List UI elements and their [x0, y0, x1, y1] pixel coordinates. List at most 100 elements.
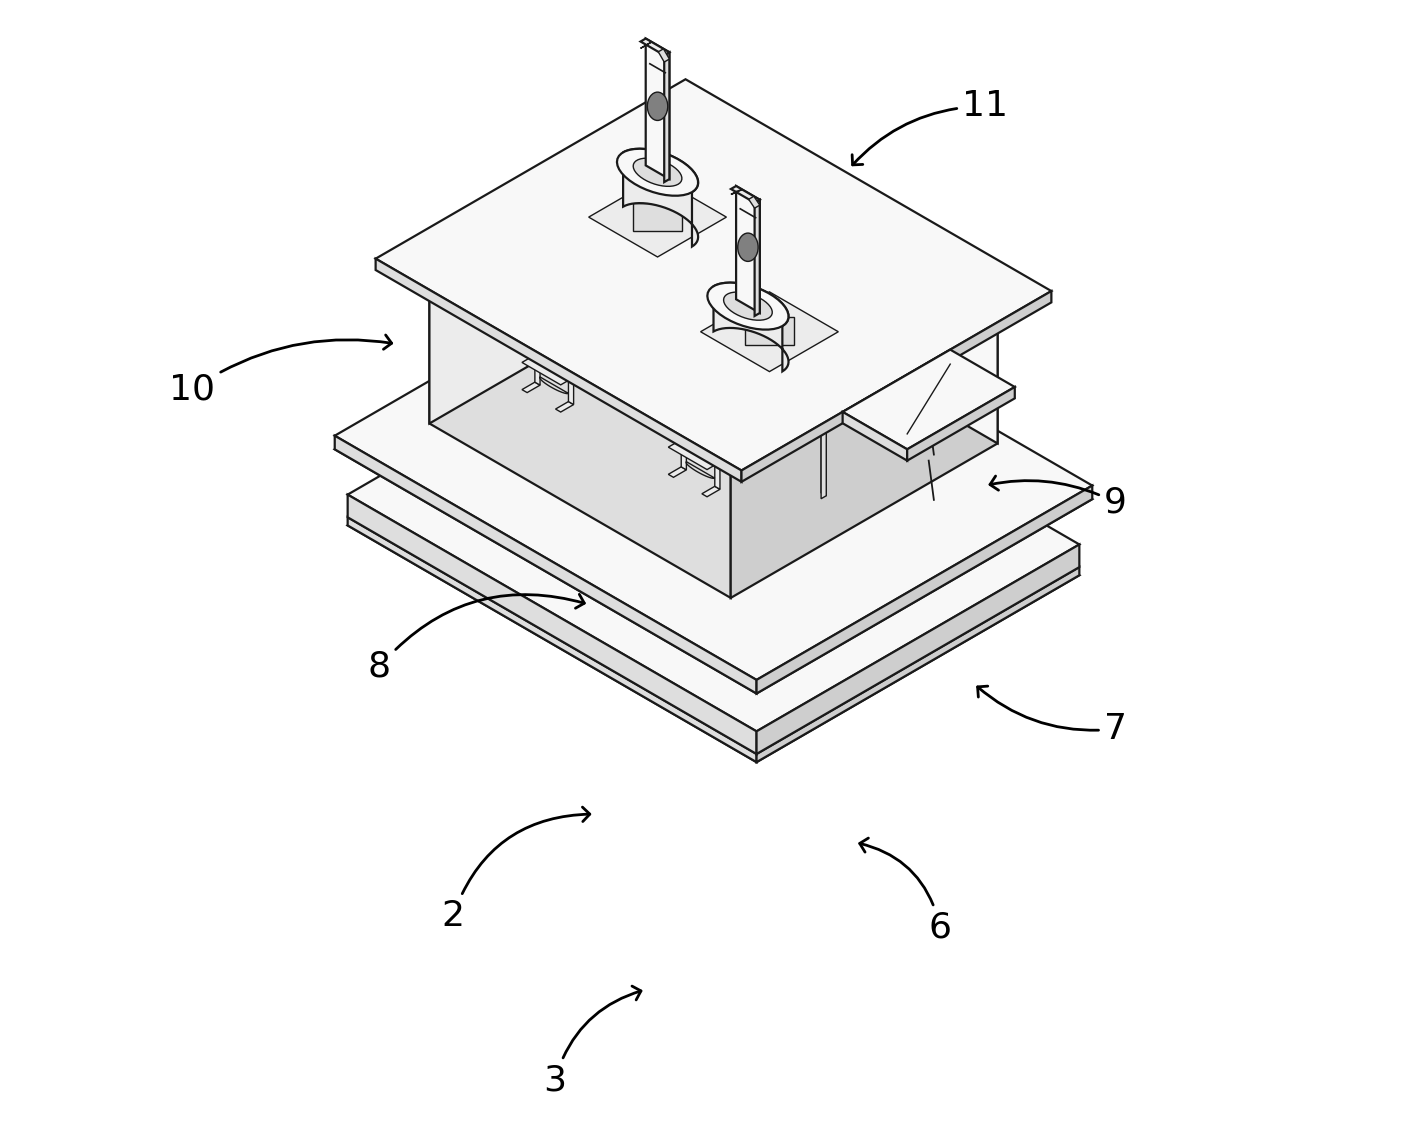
- Polygon shape: [558, 203, 869, 383]
- Polygon shape: [938, 560, 943, 586]
- Polygon shape: [714, 283, 789, 371]
- Polygon shape: [758, 454, 776, 464]
- Polygon shape: [348, 339, 1079, 762]
- Polygon shape: [795, 193, 805, 199]
- Polygon shape: [735, 280, 741, 446]
- Polygon shape: [755, 200, 759, 316]
- Polygon shape: [591, 145, 819, 277]
- Polygon shape: [842, 220, 848, 387]
- Polygon shape: [742, 291, 1052, 482]
- Polygon shape: [578, 323, 629, 353]
- Polygon shape: [823, 626, 829, 653]
- Polygon shape: [756, 486, 1092, 694]
- Polygon shape: [655, 334, 995, 553]
- Polygon shape: [743, 652, 748, 677]
- Polygon shape: [723, 292, 772, 321]
- Polygon shape: [645, 39, 669, 179]
- Polygon shape: [555, 402, 574, 412]
- Polygon shape: [430, 283, 731, 598]
- Polygon shape: [589, 177, 726, 257]
- Text: 6: 6: [859, 839, 952, 945]
- Polygon shape: [725, 407, 776, 437]
- Polygon shape: [606, 205, 611, 371]
- Polygon shape: [430, 129, 997, 458]
- Polygon shape: [644, 456, 886, 597]
- Polygon shape: [522, 355, 574, 385]
- Polygon shape: [598, 367, 938, 586]
- Polygon shape: [541, 400, 880, 620]
- Polygon shape: [484, 432, 823, 653]
- Polygon shape: [821, 333, 826, 499]
- Polygon shape: [692, 258, 698, 424]
- Polygon shape: [708, 283, 789, 330]
- Polygon shape: [598, 364, 943, 564]
- Polygon shape: [335, 254, 1092, 694]
- Polygon shape: [742, 232, 969, 364]
- Polygon shape: [335, 242, 1092, 680]
- Polygon shape: [743, 515, 985, 654]
- Polygon shape: [696, 129, 997, 444]
- Polygon shape: [608, 309, 836, 442]
- Polygon shape: [745, 317, 793, 346]
- Text: 7: 7: [977, 686, 1127, 746]
- Polygon shape: [742, 429, 771, 446]
- Polygon shape: [348, 494, 756, 754]
- Polygon shape: [756, 544, 1079, 754]
- Polygon shape: [842, 349, 1015, 450]
- Text: 11: 11: [852, 89, 1009, 165]
- Polygon shape: [541, 397, 783, 537]
- Polygon shape: [348, 308, 1079, 731]
- Text: 8: 8: [368, 594, 584, 683]
- Polygon shape: [641, 39, 669, 55]
- Polygon shape: [756, 567, 1079, 762]
- Polygon shape: [427, 463, 772, 663]
- Ellipse shape: [738, 233, 758, 261]
- Polygon shape: [692, 254, 698, 421]
- Polygon shape: [484, 430, 829, 630]
- Polygon shape: [995, 528, 1000, 553]
- Polygon shape: [539, 377, 568, 394]
- Polygon shape: [638, 188, 721, 236]
- Polygon shape: [430, 129, 696, 423]
- Polygon shape: [731, 304, 997, 598]
- Polygon shape: [616, 148, 698, 196]
- Polygon shape: [458, 222, 685, 354]
- Polygon shape: [535, 355, 539, 386]
- Polygon shape: [821, 330, 826, 495]
- Polygon shape: [668, 467, 686, 477]
- Polygon shape: [766, 659, 772, 686]
- Polygon shape: [541, 397, 886, 597]
- Polygon shape: [842, 412, 908, 461]
- Polygon shape: [799, 193, 805, 358]
- Polygon shape: [575, 212, 852, 373]
- Polygon shape: [664, 52, 669, 183]
- Polygon shape: [612, 370, 629, 380]
- Polygon shape: [731, 186, 759, 203]
- Polygon shape: [658, 49, 669, 62]
- Text: 10: 10: [170, 335, 391, 406]
- Polygon shape: [335, 436, 756, 694]
- Text: 3: 3: [544, 986, 641, 1098]
- Text: 2: 2: [441, 807, 589, 933]
- Polygon shape: [681, 439, 686, 470]
- Polygon shape: [725, 435, 742, 445]
- Polygon shape: [799, 195, 805, 362]
- Polygon shape: [442, 340, 684, 479]
- Text: 9: 9: [990, 476, 1127, 519]
- Polygon shape: [655, 331, 1000, 531]
- Polygon shape: [375, 79, 1052, 470]
- Polygon shape: [816, 330, 826, 335]
- Polygon shape: [702, 486, 721, 496]
- Polygon shape: [771, 427, 776, 456]
- Polygon shape: [644, 593, 649, 620]
- Polygon shape: [668, 439, 721, 470]
- Polygon shape: [880, 593, 886, 620]
- Polygon shape: [738, 407, 742, 437]
- Polygon shape: [739, 282, 773, 302]
- Polygon shape: [601, 205, 611, 211]
- Ellipse shape: [648, 92, 668, 121]
- Polygon shape: [578, 350, 596, 361]
- Polygon shape: [348, 517, 756, 762]
- Polygon shape: [768, 264, 849, 310]
- Polygon shape: [595, 345, 625, 362]
